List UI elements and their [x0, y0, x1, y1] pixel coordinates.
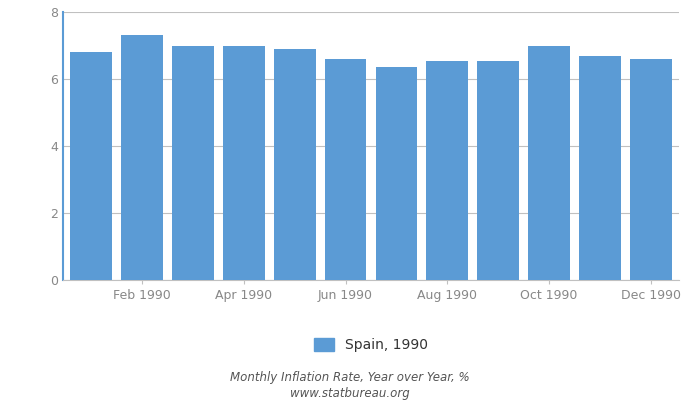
Text: www.statbureau.org: www.statbureau.org: [290, 388, 410, 400]
Bar: [223, 46, 265, 280]
Bar: [630, 59, 672, 280]
Bar: [528, 46, 570, 280]
Bar: [172, 46, 214, 280]
Bar: [274, 49, 316, 280]
Bar: [376, 67, 417, 280]
Legend: Spain, 1990: Spain, 1990: [308, 332, 434, 358]
Bar: [121, 36, 163, 280]
Bar: [477, 60, 519, 280]
Bar: [426, 60, 468, 280]
Bar: [70, 52, 112, 280]
Text: Monthly Inflation Rate, Year over Year, %: Monthly Inflation Rate, Year over Year, …: [230, 372, 470, 384]
Bar: [579, 56, 621, 280]
Bar: [325, 59, 366, 280]
